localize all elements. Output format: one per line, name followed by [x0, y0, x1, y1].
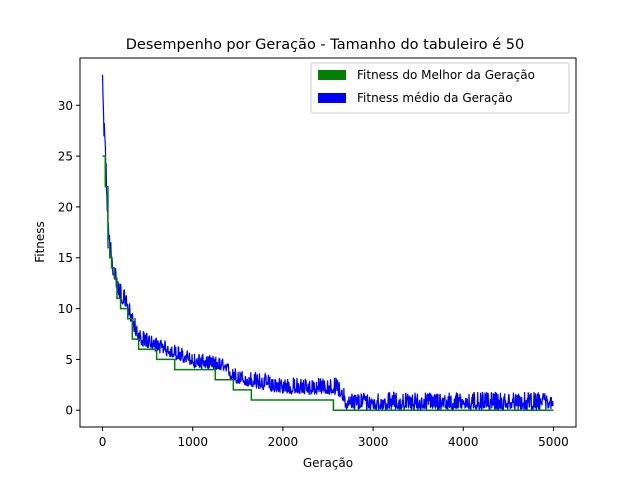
y-tick-label: 10 [58, 302, 73, 316]
y-tick-label: 30 [58, 99, 73, 113]
x-axis: 0 1000 2000 3000 4000 5000 [99, 427, 569, 449]
y-axis: 0 5 10 15 20 25 30 [58, 99, 80, 418]
y-tick-label: 0 [65, 404, 73, 418]
legend-label-best: Fitness do Melhor da Geração [357, 68, 535, 82]
legend-swatch-best [318, 70, 346, 80]
x-tick-label: 5000 [538, 435, 569, 449]
y-tick-label: 5 [65, 353, 73, 367]
chart-title: Desempenho por Geração - Tamanho do tabu… [126, 37, 524, 53]
y-axis-label: Fitness [33, 221, 47, 263]
x-tick-label: 2000 [268, 435, 299, 449]
x-tick-label: 0 [99, 435, 107, 449]
legend-swatch-mean [318, 93, 346, 103]
series-line-mean-fitness [101, 74, 554, 412]
series-line-best-fitness [102, 155, 554, 411]
x-tick-label: 1000 [177, 435, 208, 449]
y-tick-label: 20 [58, 200, 73, 214]
x-axis-label: Geração [303, 456, 353, 470]
x-tick-label: 3000 [358, 435, 389, 449]
series-layer [101, 74, 554, 412]
y-tick-label: 15 [58, 251, 73, 265]
legend-box [310, 62, 570, 114]
x-tick-label: 4000 [448, 435, 479, 449]
y-tick-label: 25 [58, 150, 73, 164]
legend-label-mean: Fitness médio da Geração [357, 91, 513, 105]
legend: Fitness do Melhor da Geração Fitness méd… [310, 62, 570, 114]
plot-frame [79, 57, 577, 428]
